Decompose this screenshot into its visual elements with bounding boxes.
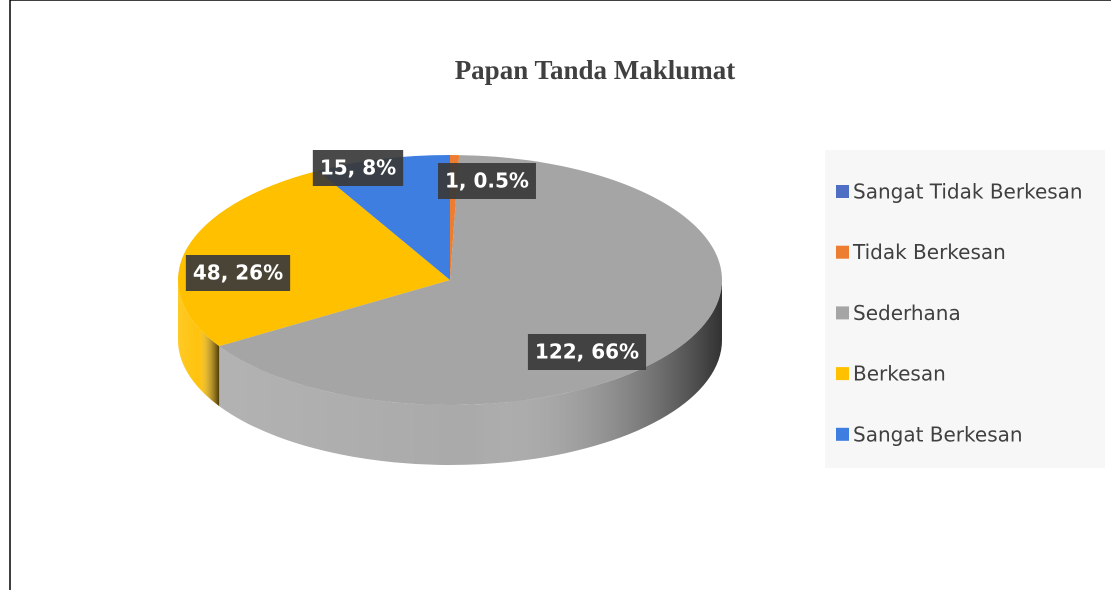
legend-label: Tidak Berkesan bbox=[852, 240, 1006, 264]
data-label-box bbox=[527, 334, 647, 370]
legend-swatch bbox=[836, 367, 849, 381]
data-label-box bbox=[438, 163, 536, 199]
data-label: 15, 8% bbox=[320, 156, 396, 180]
chart-title: Papan Tanda Maklumat bbox=[455, 55, 736, 85]
legend-swatch bbox=[836, 427, 849, 441]
slice bbox=[177, 170, 450, 347]
legend-box bbox=[825, 150, 1105, 468]
legend-label: Sederhana bbox=[853, 301, 961, 325]
data-label: 1, 0.5% bbox=[445, 169, 529, 193]
side-shade bbox=[219, 280, 722, 466]
data-label-box bbox=[185, 255, 291, 291]
side-shade bbox=[178, 280, 220, 407]
data-label: 48, 26% bbox=[193, 261, 283, 285]
data-label: 122, 66% bbox=[535, 340, 639, 364]
legend-label: Berkesan bbox=[853, 362, 946, 386]
slice bbox=[317, 155, 450, 280]
legend-label: Sangat Tidak Berkesan bbox=[853, 180, 1083, 204]
data-label-box bbox=[312, 150, 404, 186]
legend-swatch bbox=[836, 245, 849, 259]
legend-label: Sangat Berkesan bbox=[853, 422, 1023, 446]
legend-swatch bbox=[836, 185, 849, 198]
legend-swatch bbox=[836, 306, 849, 320]
